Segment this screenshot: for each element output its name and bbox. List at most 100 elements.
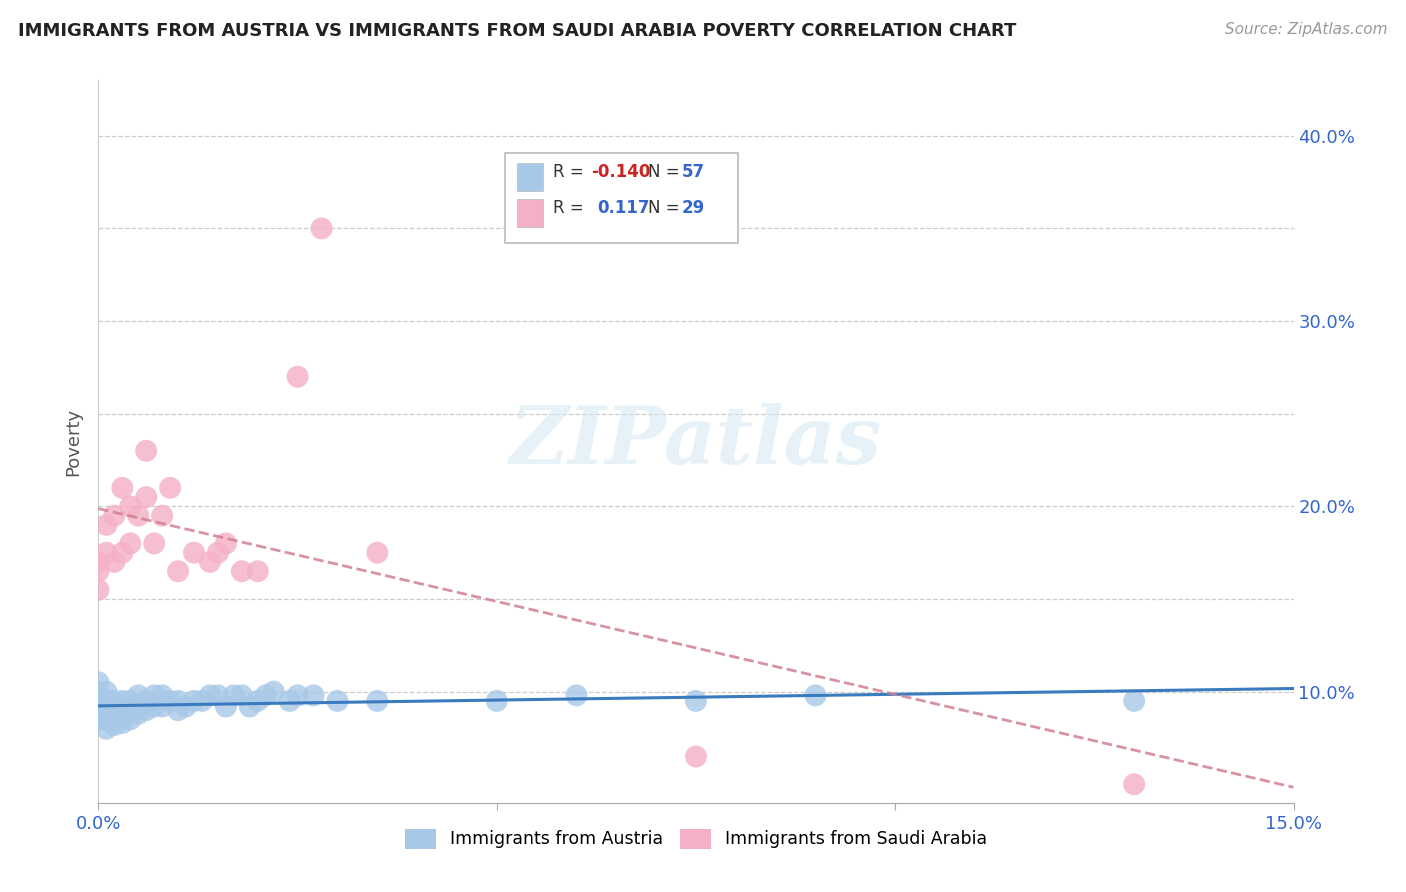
Point [135,490,157,504]
Point [111,710,134,724]
Point [311,221,333,235]
Point [143,699,166,714]
Point [143,689,166,703]
Point [231,689,253,703]
Point [1123,694,1146,708]
FancyBboxPatch shape [517,200,543,227]
Point [685,694,707,708]
Point [103,694,125,708]
Point [103,718,125,732]
Point [287,369,309,384]
Point [135,443,157,458]
Point [685,749,707,764]
Text: -0.140: -0.140 [591,163,650,181]
Text: 29: 29 [682,199,704,217]
Text: N =: N = [648,199,685,217]
Point [278,694,301,708]
Point [96,546,118,560]
Point [103,713,125,727]
Point [96,699,118,714]
Point [159,481,181,495]
Point [87,675,110,690]
Point [366,546,388,560]
Point [135,694,157,708]
Point [120,713,142,727]
Legend: Immigrants from Austria, Immigrants from Saudi Arabia: Immigrants from Austria, Immigrants from… [398,822,994,855]
Point [96,694,118,708]
Point [167,694,190,708]
Point [183,694,205,708]
Point [111,694,134,708]
Point [485,694,508,708]
Text: Source: ZipAtlas.com: Source: ZipAtlas.com [1225,22,1388,37]
Text: IMMIGRANTS FROM AUSTRIA VS IMMIGRANTS FROM SAUDI ARABIA POVERTY CORRELATION CHAR: IMMIGRANTS FROM AUSTRIA VS IMMIGRANTS FR… [18,22,1017,40]
Point [215,699,238,714]
Point [111,546,134,560]
Point [239,699,262,714]
Point [150,699,173,714]
Point [159,694,181,708]
Point [143,536,166,550]
Point [127,508,149,523]
Point [222,689,245,703]
Text: ZIPatlas: ZIPatlas [510,403,882,480]
Point [96,703,118,717]
FancyBboxPatch shape [505,153,738,243]
Point [120,536,142,550]
Point [87,555,110,569]
Point [111,703,134,717]
Point [167,564,190,578]
Point [111,481,134,495]
Point [246,694,269,708]
Point [87,694,110,708]
Point [804,689,827,703]
Point [87,582,110,597]
Point [96,517,118,532]
Point [263,684,285,698]
Text: 0.117: 0.117 [596,199,650,217]
Point [246,564,269,578]
Point [96,722,118,736]
Point [326,694,349,708]
Point [120,694,142,708]
Point [150,508,173,523]
Point [127,689,149,703]
Text: 57: 57 [682,163,704,181]
Point [167,703,190,717]
Text: N =: N = [648,163,685,181]
Point [87,684,110,698]
Point [87,713,110,727]
Point [150,689,173,703]
Point [207,689,229,703]
Point [135,703,157,717]
Text: R =: R = [553,199,593,217]
Point [111,716,134,731]
Point [1123,777,1146,791]
Point [174,699,197,714]
Point [103,508,125,523]
Point [103,703,125,717]
Point [87,564,110,578]
Point [120,500,142,514]
Point [127,706,149,721]
Point [215,536,238,550]
Point [191,694,214,708]
Point [96,684,118,698]
Point [302,689,325,703]
Point [198,689,221,703]
Point [565,689,588,703]
FancyBboxPatch shape [517,163,543,191]
Y-axis label: Poverty: Poverty [65,408,83,475]
Point [198,555,221,569]
Point [287,689,309,703]
Point [127,699,149,714]
Point [231,564,253,578]
Point [120,703,142,717]
Point [183,546,205,560]
Point [103,555,125,569]
Point [366,694,388,708]
Point [103,706,125,721]
Point [207,546,229,560]
Point [96,713,118,727]
Point [254,689,277,703]
